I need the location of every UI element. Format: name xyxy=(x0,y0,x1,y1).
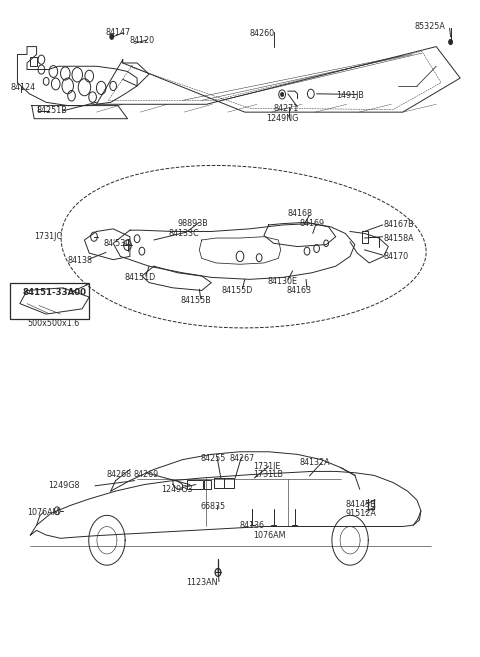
Circle shape xyxy=(124,240,132,250)
Text: 84158A: 84158A xyxy=(384,233,414,242)
Text: 84151-33A00: 84151-33A00 xyxy=(22,288,86,297)
Text: 84133C: 84133C xyxy=(168,229,199,238)
Text: 84130E: 84130E xyxy=(267,277,297,286)
Text: 84168: 84168 xyxy=(288,210,313,218)
Text: 84145B: 84145B xyxy=(345,500,376,509)
Text: 84267: 84267 xyxy=(229,454,255,463)
Text: 84170: 84170 xyxy=(384,252,408,261)
Text: 84255: 84255 xyxy=(201,454,226,463)
Text: 84147: 84147 xyxy=(106,28,131,37)
Text: 84155D: 84155D xyxy=(222,286,253,295)
Text: 84136: 84136 xyxy=(240,521,265,530)
Text: 84138: 84138 xyxy=(68,256,93,265)
Text: 1249NG: 1249NG xyxy=(266,114,299,124)
Text: 84251B: 84251B xyxy=(36,106,67,116)
Bar xyxy=(214,478,234,488)
Text: 1731JC: 1731JC xyxy=(34,232,62,241)
Text: 84155B: 84155B xyxy=(180,296,211,305)
Text: 84169: 84169 xyxy=(300,219,325,228)
Circle shape xyxy=(281,93,284,97)
Text: 1076AM: 1076AM xyxy=(253,530,286,539)
Text: 91512A: 91512A xyxy=(345,509,376,518)
Text: 1249G3: 1249G3 xyxy=(161,485,192,493)
Bar xyxy=(30,57,37,66)
Circle shape xyxy=(215,568,221,576)
Text: 84163: 84163 xyxy=(287,286,312,295)
Text: 1491JB: 1491JB xyxy=(336,91,363,101)
Text: 1249G8: 1249G8 xyxy=(48,482,80,490)
Text: 84124: 84124 xyxy=(10,83,36,92)
Text: 84132A: 84132A xyxy=(300,459,330,467)
Text: 500x500x1.6: 500x500x1.6 xyxy=(27,319,79,328)
Text: 84268: 84268 xyxy=(107,470,132,478)
Text: 84260: 84260 xyxy=(250,29,275,38)
Text: 1731JE: 1731JE xyxy=(253,462,281,470)
Text: 84'53C: 84'53C xyxy=(104,238,132,248)
Text: 84269: 84269 xyxy=(134,470,159,478)
Bar xyxy=(10,283,89,319)
Text: 85325A: 85325A xyxy=(415,22,445,32)
Text: 1123AN: 1123AN xyxy=(186,578,218,587)
Text: 1076AM: 1076AM xyxy=(27,508,60,516)
Bar xyxy=(204,480,211,489)
Text: 84120: 84120 xyxy=(130,35,155,45)
Text: 66835: 66835 xyxy=(201,503,226,511)
Circle shape xyxy=(110,34,114,39)
Text: 84167B: 84167B xyxy=(384,220,414,229)
Circle shape xyxy=(449,39,453,45)
Text: 84151D: 84151D xyxy=(124,273,156,282)
Bar xyxy=(187,480,203,489)
Text: 98893B: 98893B xyxy=(178,219,208,228)
Text: 1731LB: 1731LB xyxy=(253,470,283,478)
Text: 84271: 84271 xyxy=(274,104,299,114)
